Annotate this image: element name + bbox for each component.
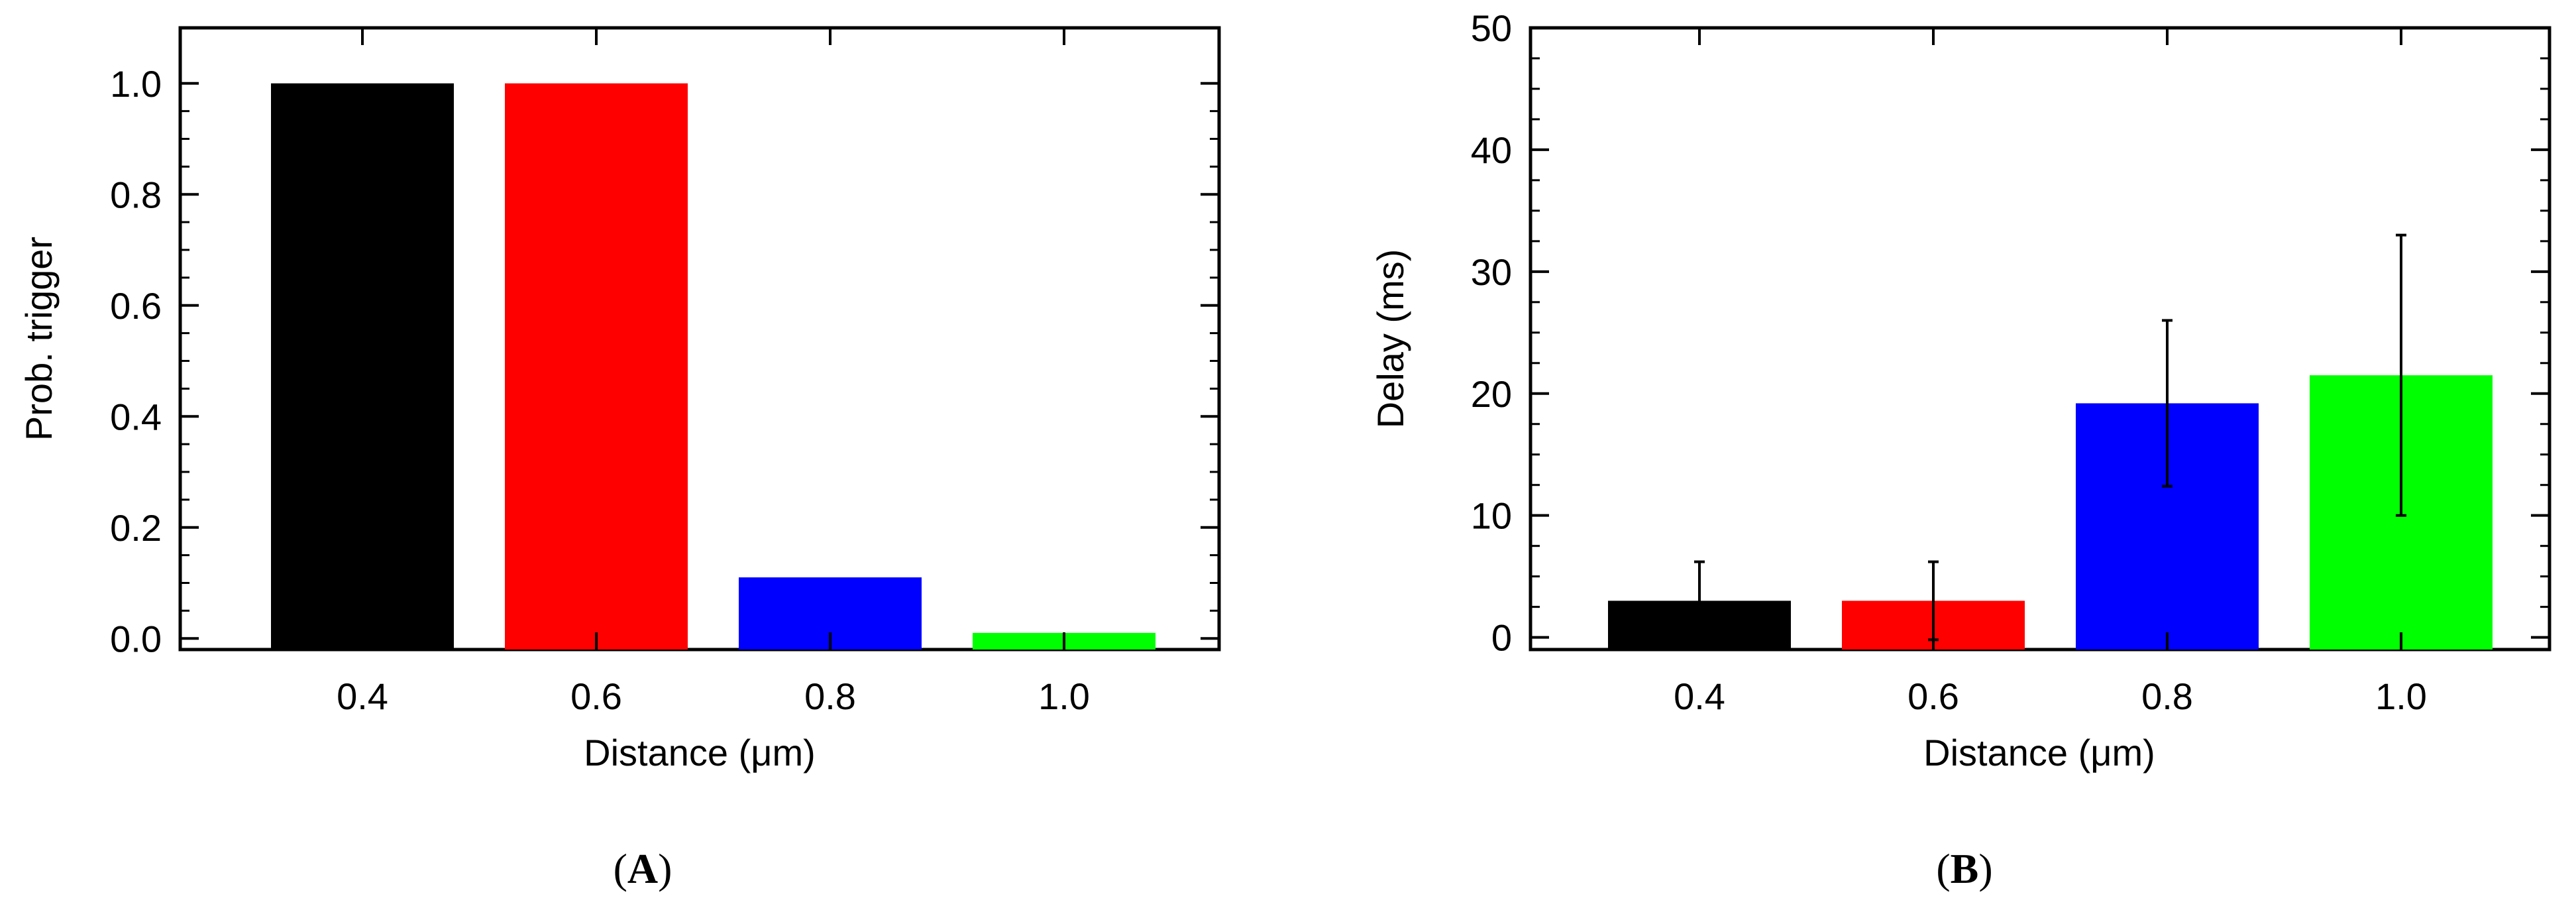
chart-a-y-tick-label: 0.4 (110, 396, 162, 437)
chart-b-y-tick-label: 50 (1471, 7, 1512, 49)
chart-b-error-bar (2162, 319, 2173, 488)
chart-b-x-tick-label: 1.0 (2375, 675, 2427, 717)
chart-b-x-axis-label: Distance (μm) (1923, 732, 2155, 773)
chart-a-panel-letter: A (627, 845, 658, 892)
chart-a-x-tick-label: 0.4 (337, 675, 388, 717)
chart-b-x-tick-label: 0.4 (1674, 675, 1725, 717)
chart-b-x-tick-label: 0.6 (1907, 675, 1959, 717)
chart-a-plot-frame (178, 26, 1221, 652)
chart-a-x-tick-label: 0.6 (570, 675, 622, 717)
chart-a-y-tick-label: 0.2 (110, 507, 162, 549)
chart-b: 0 10 20 30 40 50 0.4 0.6 0.8 1.0 Delay (ms) Dist… (1369, 7, 2551, 892)
chart-b-panel-letter: B (1951, 845, 1979, 892)
chart-a-y-tick-label: 1.0 (110, 63, 162, 105)
chart-b-error-bar (2396, 233, 2406, 517)
chart-a-bar (271, 83, 454, 650)
chart-a-y-tick-label: 0.6 (110, 285, 162, 327)
chart-a-panel-label: (A) (614, 845, 672, 892)
chart-a-y-tick-label: 0.0 (110, 618, 162, 659)
chart-b-y-tick-label: 0 (1491, 617, 1512, 659)
chart-a-bar (505, 83, 688, 650)
chart-b-y-axis-label: Delay (ms) (1369, 249, 1411, 429)
chart-b-x-tick-label: 0.8 (2141, 675, 2193, 717)
chart-a-x-tick-label: 0.8 (804, 675, 856, 717)
chart-b-y-tick-label: 10 (1471, 495, 1512, 537)
chart-a-y-tick-label: 0.8 (110, 174, 162, 215)
chart-a-x-axis-label: Distance (μm) (584, 732, 816, 773)
chart-a-x-tick-label: 1.0 (1038, 675, 1090, 717)
chart-b-y-tick-label: 40 (1471, 129, 1512, 171)
chart-b-y-tick-label: 20 (1471, 373, 1512, 415)
chart-a: 0.0 0.2 0.4 0.6 0.8 1.0 0.4 0.6 0.8 1.0 Prob. tr… (18, 26, 1221, 892)
chart-b-plot-frame (1529, 26, 2551, 652)
chart-b-panel-label: (B) (1936, 845, 1992, 892)
chart-b-y-tick-label: 30 (1471, 251, 1512, 293)
chart-a-y-axis-label: Prob. trigger (18, 237, 60, 441)
